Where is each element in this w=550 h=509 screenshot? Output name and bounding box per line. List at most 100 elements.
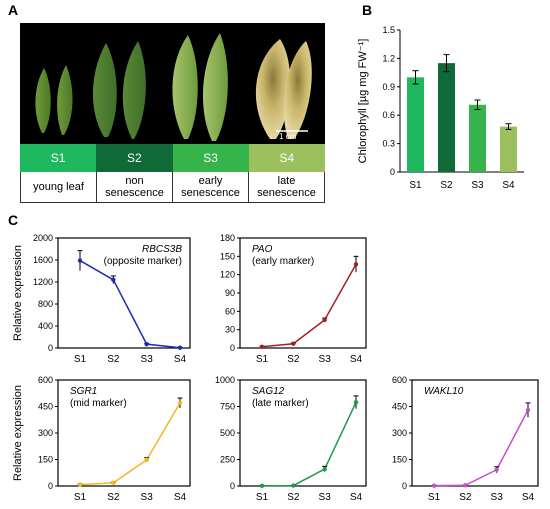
data-point-s3 [144, 457, 149, 463]
y-tick-label: 600 [38, 375, 53, 385]
stage-desc-s2: non senescence [97, 172, 173, 203]
data-point-s4 [177, 400, 183, 406]
data-point-s1 [77, 258, 83, 263]
stage-desc-s2-line1: non [125, 175, 144, 187]
stage-desc-s3: early senescence [173, 172, 249, 203]
y-tick-label: 180 [220, 233, 235, 243]
y-tick-label: 1600 [33, 255, 53, 265]
stage-desc-s4: late senescence [249, 172, 325, 203]
stage-desc-s3-line1: early [198, 175, 223, 187]
y-tick-label: 0 [390, 167, 395, 177]
bar-s4 [500, 126, 517, 172]
y-tick-label: 150 [38, 455, 53, 465]
y-tick-label: 90 [225, 288, 235, 298]
y-tick-label: 120 [220, 270, 235, 280]
stage-desc-s3-line2: senescence [181, 187, 240, 199]
y-tick-label: 0.6 [382, 110, 395, 120]
leaf-s3-a [172, 35, 198, 139]
x-tick-label: S2 [107, 354, 120, 365]
x-tick-label: S4 [522, 492, 535, 503]
y-axis-label: Relative expression [12, 245, 24, 341]
y-tick-label: 450 [38, 402, 53, 412]
bar-s2 [438, 63, 455, 173]
data-point-s4 [353, 262, 359, 267]
y-tick-label: 150 [392, 455, 407, 465]
marker-note: (mid marker) [70, 398, 127, 409]
stage-s3: S3 [172, 144, 249, 172]
plot-frame [57, 237, 191, 349]
scale-bar-label: 1 cm [279, 132, 297, 141]
x-tick-label: S3 [471, 180, 484, 191]
stage-s4: S4 [248, 144, 325, 172]
stage-desc-s1: young leaf [20, 172, 97, 203]
gene-label: RBCS3B [142, 244, 182, 255]
stage-s1: S1 [20, 144, 97, 172]
data-point-s2 [111, 480, 116, 486]
data-point-s2 [463, 483, 468, 488]
y-tick-label: 0 [48, 481, 53, 491]
x-tick-label: S4 [174, 492, 187, 503]
x-tick-label: S4 [350, 492, 363, 503]
leaf-s2-b [122, 41, 146, 139]
x-tick-label: S1 [74, 354, 87, 365]
x-tick-label: S3 [491, 492, 504, 503]
leaf-s1-b [57, 65, 73, 135]
y-tick-label: 450 [392, 402, 407, 412]
series-line [261, 263, 357, 348]
x-tick-label: S1 [74, 492, 87, 503]
leaf-photo: 1 cm [20, 23, 325, 144]
y-tick-label: 1.2 [382, 53, 395, 63]
y-tick-label: 0 [402, 481, 407, 491]
y-tick-label: 1200 [33, 277, 53, 287]
y-tick-label: 0.9 [382, 82, 395, 92]
data-point-s1 [77, 482, 83, 487]
chlorophyll-bar-chart: 0 0.3 0.6 0.9 1.2 1.5 S1 S2 S3 S4 Chlorophyll [µg … [357, 25, 524, 191]
y-tick-label: 750 [220, 402, 235, 412]
data-point-s2 [291, 483, 296, 488]
marker-note: (late marker) [252, 398, 309, 409]
stage-desc-s1-line1: young leaf [33, 181, 84, 193]
x-tick-label: S2 [287, 354, 300, 365]
x-tick-label: S3 [319, 354, 332, 365]
y-tick-label: 0 [230, 343, 235, 353]
data-point-s1 [431, 483, 437, 488]
gene-label: PAO [252, 244, 273, 255]
y-tick-label: 0.3 [382, 139, 395, 149]
marker-note: (early marker) [252, 256, 314, 267]
series-line [79, 402, 181, 486]
x-tick-label: S2 [287, 492, 300, 503]
y-tick-label: 2000 [33, 233, 53, 243]
x-tick-label: S4 [350, 354, 363, 365]
leaf-photo-drawing [35, 33, 312, 141]
gene-label: SAG12 [252, 386, 285, 397]
x-tick-label: S2 [440, 180, 453, 191]
data-point-s1 [259, 344, 265, 349]
stage-desc-s2-line2: senescence [105, 187, 164, 199]
x-tick-label: S3 [319, 492, 332, 503]
stage-row: S1 S2 S3 S4 [20, 144, 325, 172]
series-line [261, 401, 357, 487]
x-tick-label: S3 [141, 492, 154, 503]
data-point-s1 [259, 483, 265, 488]
bar-s3 [469, 104, 486, 172]
y-axis-label: Chlorophyll [µg mg FW⁻¹] [357, 39, 369, 164]
stage-desc-s4-line2: senescence [257, 187, 316, 199]
stage-description-row: young leaf non senescence early senescence… [20, 172, 325, 203]
x-tick-label: S2 [459, 492, 472, 503]
x-tick-label: S2 [107, 492, 120, 503]
x-tick-label: S1 [409, 180, 422, 191]
y-tick-label: 500 [220, 428, 235, 438]
y-tick-label: 150 [220, 251, 235, 261]
leaf-s3-b [202, 33, 228, 141]
x-tick-label: S3 [141, 354, 154, 365]
pao-line-chart: 0 30 60 90 120 150 180 S1 S2 S3 S4 PAO(early marker… [220, 233, 367, 365]
wakl10-line-chart: 0 150 300 450 600 S1 S2 S3 S4 WAKL10 [392, 375, 539, 503]
data-point-s2 [291, 341, 296, 346]
y-tick-label: 1.5 [382, 25, 395, 35]
y-tick-label: 300 [38, 428, 53, 438]
y-tick-label: 30 [225, 325, 235, 335]
data-point-s4 [525, 407, 531, 413]
x-tick-label: S4 [502, 180, 515, 191]
gene-label: SGR1 [70, 386, 97, 397]
y-tick-label: 400 [38, 321, 53, 331]
